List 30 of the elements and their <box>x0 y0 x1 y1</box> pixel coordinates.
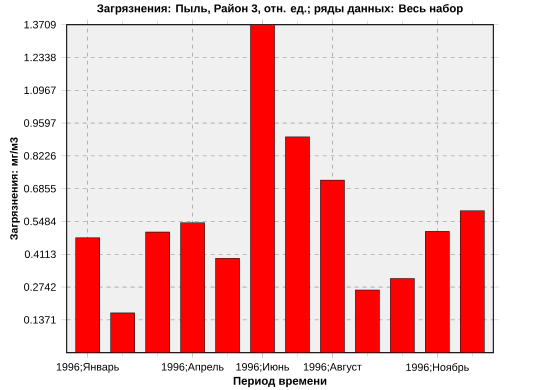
bar <box>216 258 240 353</box>
y-axis-title: Загрязнения: мг/м3 <box>10 137 20 240</box>
x-tick-label: 1996;Август <box>304 363 362 373</box>
y-tick-label: 1.0967 <box>24 86 56 94</box>
y-tick-label: 1.3709 <box>24 20 56 28</box>
x-tick-label: 1996;Июнь <box>236 363 289 372</box>
bar <box>110 312 135 353</box>
bar <box>76 238 100 353</box>
x-tick-label: 1996;Апрель <box>162 363 224 373</box>
y-tick-label: 0.8226 <box>24 152 56 160</box>
bar <box>250 24 275 353</box>
bar <box>285 136 310 353</box>
bar <box>320 180 344 353</box>
x-axis-title: Период времени <box>234 376 326 388</box>
y-tick-label: 1.2338 <box>24 54 56 62</box>
bar <box>180 222 205 353</box>
y-tick-label: 0.6855 <box>24 184 56 192</box>
bar <box>425 231 450 353</box>
bar <box>390 278 414 353</box>
y-tick-label: 0.4113 <box>24 250 56 258</box>
bar <box>355 290 380 353</box>
y-tick-label: 0.2742 <box>24 283 56 291</box>
x-tick-label: 1996;Январь <box>56 363 119 373</box>
bar <box>146 232 170 353</box>
x-tick-label: 1996;Ноябрь <box>406 363 469 374</box>
bar <box>460 210 485 353</box>
y-tick-label: 0.5484 <box>24 218 56 226</box>
y-tick-label: 0.1371 <box>24 316 56 324</box>
y-tick-label: 0.9597 <box>24 119 56 127</box>
chart-title: Загрязнения: Пыль, Район 3, отн. ед.; ряды данных: Весь набор <box>97 4 463 15</box>
